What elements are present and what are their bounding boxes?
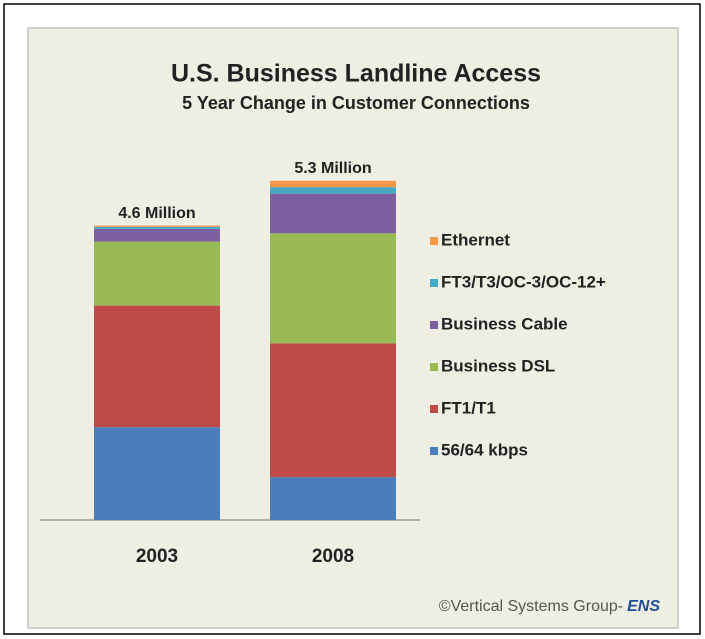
- bar-segment: [270, 180, 396, 188]
- credit-brand: ENS: [627, 598, 660, 615]
- legend-label: Business Cable: [441, 314, 568, 333]
- legend-swatch: [430, 363, 438, 371]
- legend-swatch: [430, 321, 438, 329]
- bar-segment: [270, 187, 396, 194]
- bar-segment: [270, 477, 396, 520]
- total-label: 5.3 Million: [294, 160, 371, 177]
- bar-segment: [94, 225, 220, 227]
- total-label: 4.6 Million: [118, 205, 195, 222]
- legend-label: Ethernet: [441, 230, 510, 249]
- legend-label: FT3/T3/OC-3/OC-12+: [441, 272, 606, 291]
- legend-swatch: [430, 279, 438, 287]
- bar-segment: [270, 193, 396, 234]
- x-tick-label: 2003: [136, 546, 178, 567]
- bar-segment: [94, 427, 220, 520]
- legend-label: FT1/T1: [441, 398, 496, 417]
- credit-text: ©Vertical Systems Group-: [439, 598, 623, 615]
- bar-segment: [94, 241, 220, 306]
- legend-label: 56/64 kbps: [441, 440, 528, 459]
- legend-swatch: [430, 237, 438, 245]
- bar-segment: [94, 228, 220, 242]
- bar-segment: [94, 226, 220, 229]
- x-tick-label: 2008: [312, 546, 354, 567]
- legend-label: Business DSL: [441, 356, 555, 375]
- bar-segment: [270, 233, 396, 344]
- legend-swatch: [430, 447, 438, 455]
- chart-subtitle: 5 Year Change in Customer Connections: [182, 93, 530, 113]
- chart-title: U.S. Business Landline Access: [171, 60, 541, 88]
- credit: ©Vertical Systems Group- ENS: [439, 598, 661, 615]
- bar-segment: [94, 305, 220, 428]
- bar-segment: [270, 343, 396, 478]
- legend-swatch: [430, 405, 438, 413]
